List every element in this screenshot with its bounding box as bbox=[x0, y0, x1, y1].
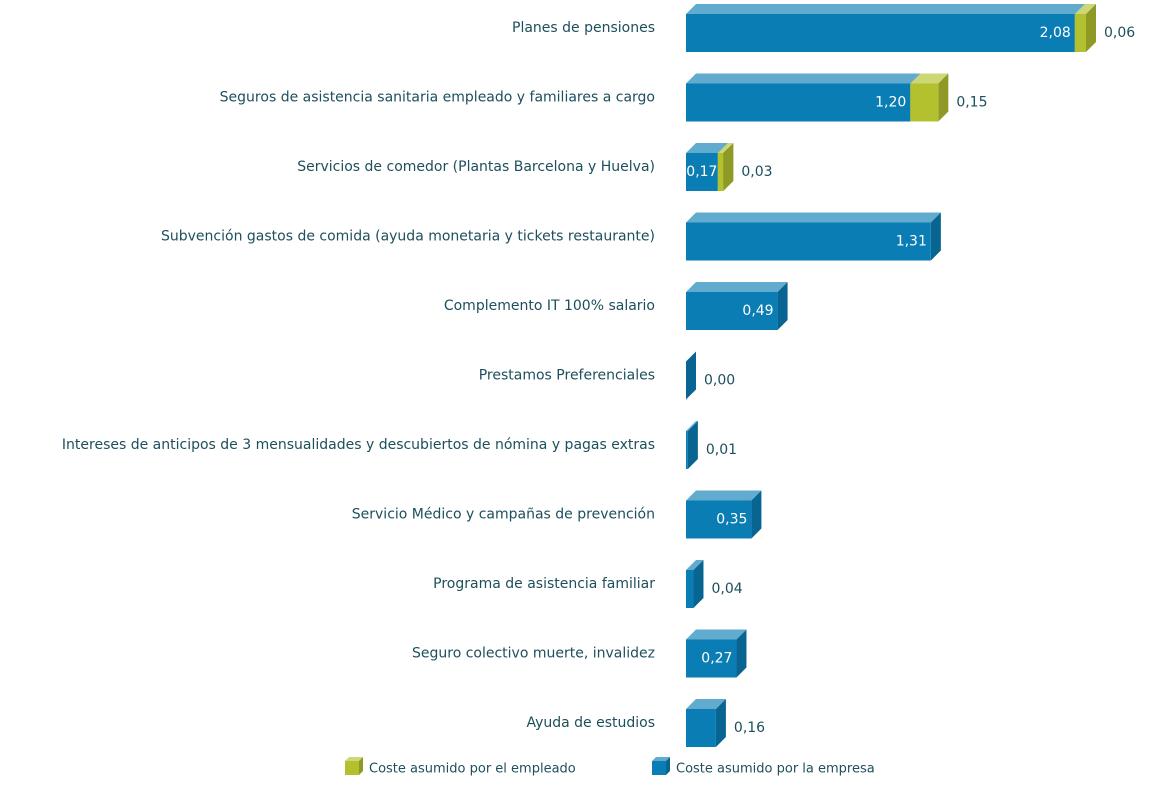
bar bbox=[686, 222, 931, 261]
legend-swatch bbox=[652, 761, 666, 775]
bar bbox=[686, 292, 778, 330]
bar-top bbox=[686, 282, 788, 292]
bar-top bbox=[910, 73, 949, 84]
bar-side bbox=[693, 560, 704, 608]
bar bbox=[686, 14, 1075, 52]
value-label: 0,49 bbox=[742, 303, 773, 319]
category-label: Servicios de comedor (Plantas Barcelona … bbox=[297, 159, 655, 175]
value-label: 0,04 bbox=[711, 581, 742, 597]
bar-segment bbox=[717, 143, 734, 191]
bar-top bbox=[686, 629, 747, 640]
value-label: 1,31 bbox=[896, 234, 927, 250]
category-label: Planes de pensiones bbox=[512, 20, 655, 36]
bar-segment bbox=[686, 282, 788, 330]
value-label: 0,06 bbox=[1104, 25, 1135, 41]
category-label: Programa de asistencia familiar bbox=[433, 576, 655, 592]
bar-side bbox=[1086, 4, 1096, 52]
bar-top bbox=[686, 490, 762, 501]
bar-top bbox=[686, 4, 1085, 14]
value-label: 0,00 bbox=[704, 373, 735, 389]
bar-top bbox=[686, 143, 728, 153]
bar bbox=[686, 431, 688, 469]
bar-segment bbox=[686, 212, 941, 261]
category-label: Prestamos Preferenciales bbox=[479, 368, 655, 384]
bar bbox=[910, 83, 939, 122]
legend-label: Coste asumido por la empresa bbox=[676, 762, 875, 777]
legend-swatch bbox=[345, 761, 359, 775]
value-label: 0,15 bbox=[956, 95, 987, 111]
bar-side bbox=[736, 629, 747, 678]
category-label: Complemento IT 100% salario bbox=[444, 298, 655, 314]
value-label: 0,16 bbox=[734, 720, 765, 736]
bar-top bbox=[686, 699, 726, 709]
category-label: Servicio Médico y campañas de prevención bbox=[352, 507, 655, 523]
bar-segment bbox=[686, 699, 726, 747]
category-label: Subvención gastos de comida (ayuda monet… bbox=[161, 229, 655, 245]
bar-side bbox=[751, 490, 762, 539]
bar-top bbox=[686, 421, 698, 431]
bar bbox=[1074, 14, 1086, 52]
bar-segment bbox=[686, 73, 921, 122]
category-label: Ayuda de estudios bbox=[526, 715, 655, 731]
legend-label: Coste asumido por el empleado bbox=[369, 762, 576, 777]
legend-swatch-top bbox=[345, 757, 363, 761]
value-label: 0,03 bbox=[741, 164, 772, 180]
bar-segment bbox=[910, 73, 949, 122]
bar-segment bbox=[686, 4, 1085, 52]
bar-top bbox=[717, 143, 734, 153]
bar-side bbox=[687, 421, 698, 469]
bar-side bbox=[686, 351, 696, 400]
bar-side bbox=[938, 73, 949, 122]
bar bbox=[686, 639, 737, 678]
bar bbox=[686, 709, 716, 747]
category-label: Intereses de anticipos de 3 mensualidade… bbox=[62, 437, 655, 453]
bar-segment bbox=[686, 560, 704, 608]
legend-swatch-top bbox=[652, 757, 670, 761]
value-label: 2,08 bbox=[1040, 25, 1071, 41]
bar bbox=[686, 153, 718, 191]
bar-side bbox=[777, 282, 788, 330]
legend-swatch-side bbox=[666, 757, 670, 775]
bar-side bbox=[930, 212, 941, 261]
bar-top bbox=[686, 73, 921, 84]
bar bbox=[717, 153, 724, 191]
legend-swatch-side bbox=[359, 757, 363, 775]
bar-top bbox=[1074, 4, 1096, 14]
bar-segment bbox=[686, 490, 762, 539]
value-label: 0,35 bbox=[716, 512, 747, 528]
bar-segment bbox=[686, 421, 698, 469]
bar bbox=[686, 500, 752, 539]
bar bbox=[686, 83, 911, 122]
value-label: 0,17 bbox=[686, 164, 717, 180]
value-label: 0,27 bbox=[701, 651, 732, 667]
bar-segment bbox=[686, 351, 696, 400]
value-label: 0,01 bbox=[706, 442, 737, 458]
bar bbox=[686, 570, 694, 608]
category-label: Seguros de asistencia sanitaria empleado… bbox=[220, 90, 655, 106]
bar-top bbox=[686, 212, 941, 223]
value-label: 1,20 bbox=[875, 95, 906, 111]
bar-segment bbox=[686, 629, 747, 678]
bar-segment bbox=[1074, 4, 1096, 52]
category-label: Seguro colectivo muerte, invalidez bbox=[412, 646, 655, 662]
bar-top bbox=[686, 560, 704, 570]
bar-side bbox=[723, 143, 734, 191]
bar-side bbox=[715, 699, 726, 747]
